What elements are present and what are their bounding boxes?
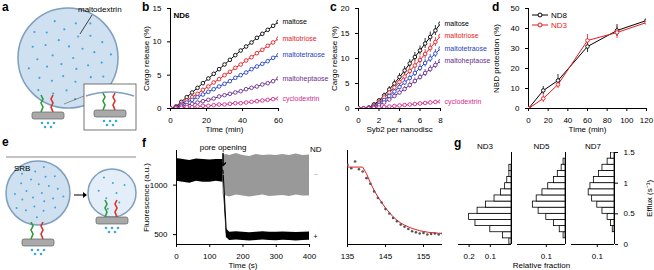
svg-text:100: 100 [203, 252, 217, 261]
svg-text:1: 1 [624, 179, 629, 188]
svg-text:4: 4 [397, 116, 402, 126]
svg-text:5: 5 [345, 79, 350, 88]
svg-text:ND5: ND5 [533, 142, 550, 151]
svg-text:0: 0 [345, 104, 350, 113]
svg-text:maltotetraose: maltotetraose [283, 51, 326, 58]
svg-text:500: 500 [154, 230, 168, 239]
svg-text:0: 0 [168, 116, 173, 125]
svg-text:0.1: 0.1 [540, 252, 552, 262]
svg-text:maltose: maltose [283, 18, 308, 25]
html-text:ND8: ND8 [551, 10, 567, 20]
svg-text:+: + [314, 233, 318, 240]
svg-text:200: 200 [236, 252, 250, 262]
svg-text:Efflux (s⁻¹): Efflux (s⁻¹) [645, 180, 654, 217]
svg-text:Time (s): Time (s) [228, 261, 257, 270]
svg-text:−: − [314, 171, 318, 178]
svg-text:20: 20 [341, 4, 350, 13]
svg-text:maltoheptaose: maltoheptaose [445, 57, 491, 65]
svg-text:100: 100 [620, 116, 634, 125]
svg-text:Time (min): Time (min) [206, 125, 244, 134]
svg-text:ND6: ND6 [174, 11, 191, 20]
svg-text:0: 0 [174, 252, 179, 261]
svg-text:maltodextrin: maltodextrin [78, 5, 122, 14]
svg-text:cyclodextrin: cyclodextrin [283, 95, 320, 103]
svg-text:10: 10 [153, 37, 162, 46]
svg-text:30: 30 [511, 44, 520, 53]
svg-text:60: 60 [583, 116, 592, 126]
html-text:ND3: ND3 [551, 20, 567, 30]
svg-text:pore opening: pore opening [200, 143, 247, 152]
svg-text:maltotriose: maltotriose [283, 35, 317, 42]
svg-text:8: 8 [438, 116, 443, 125]
svg-text:20: 20 [202, 116, 211, 126]
svg-text:ND: ND [310, 145, 322, 154]
svg-text:120: 120 [640, 116, 654, 125]
svg-text:maltoheptaose: maltoheptaose [283, 75, 329, 83]
svg-text:20: 20 [511, 64, 520, 73]
svg-text:15: 15 [153, 4, 162, 13]
svg-text:0: 0 [526, 116, 531, 125]
svg-text:10: 10 [511, 84, 520, 93]
svg-text:Cargo release (%): Cargo release (%) [142, 26, 151, 91]
html-text:b: b [142, 0, 150, 14]
svg-text:ND7: ND7 [585, 142, 602, 151]
svg-text:Relative fraction: Relative fraction [513, 261, 570, 270]
html-text:a: a [2, 0, 9, 14]
svg-text:SRB: SRB [14, 164, 30, 173]
svg-text:ND3: ND3 [477, 142, 494, 151]
svg-text:50: 50 [511, 4, 520, 13]
svg-text:40: 40 [511, 24, 520, 33]
svg-text:80: 80 [602, 116, 612, 126]
svg-text:60: 60 [274, 116, 283, 125]
svg-text:0.1: 0.1 [485, 252, 497, 261]
svg-text:cyclodextrin: cyclodextrin [445, 98, 482, 106]
svg-text:135: 135 [341, 252, 355, 261]
svg-text:maltose: maltose [445, 20, 470, 27]
html-text:c: c [330, 0, 337, 14]
svg-text:6: 6 [417, 116, 423, 126]
svg-text:20: 20 [544, 116, 553, 125]
svg-text:0: 0 [157, 104, 162, 113]
svg-text:Fluorescence (a.u.): Fluorescence (a.u.) [142, 163, 151, 232]
svg-text:0: 0 [515, 104, 520, 113]
svg-text:400: 400 [303, 252, 317, 261]
svg-text:0.1: 0.1 [592, 252, 604, 261]
svg-text:10: 10 [341, 54, 350, 63]
svg-text:1000: 1000 [150, 181, 168, 190]
svg-text:0: 0 [624, 240, 629, 249]
svg-text:155: 155 [417, 252, 431, 261]
svg-text:15: 15 [341, 29, 350, 38]
svg-text:2: 2 [376, 116, 382, 126]
svg-text:maltotetraose: maltotetraose [445, 45, 488, 52]
svg-text:maltotriose: maltotriose [445, 32, 479, 39]
html-text:f: f [142, 136, 146, 150]
svg-text:Syb2 per nanodisc: Syb2 per nanodisc [366, 125, 432, 134]
svg-text:5: 5 [157, 71, 162, 80]
svg-text:Time (min): Time (min) [569, 125, 607, 134]
svg-text:NBD protection (%): NBD protection (%) [492, 24, 501, 93]
html-text:d: d [492, 0, 500, 14]
svg-text:0: 0 [356, 116, 361, 125]
svg-text:40: 40 [563, 116, 573, 126]
svg-text:145: 145 [379, 252, 393, 261]
html-text:g: g [454, 136, 462, 150]
svg-text:0.2: 0.2 [464, 252, 476, 261]
svg-text:40: 40 [238, 116, 247, 126]
svg-text:Cargo release (%): Cargo release (%) [330, 26, 339, 91]
html-text:e: e [2, 135, 9, 149]
svg-text:300: 300 [270, 252, 284, 261]
svg-text:0.5: 0.5 [624, 209, 636, 218]
svg-text:1.5: 1.5 [624, 148, 636, 157]
